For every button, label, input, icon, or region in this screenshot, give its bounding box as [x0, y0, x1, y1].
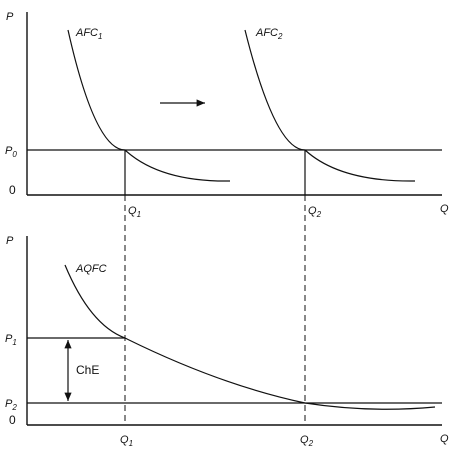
- q2-label: Q2: [300, 434, 314, 448]
- origin: 0: [9, 413, 16, 427]
- p1-label: P1: [5, 333, 17, 347]
- x-axis-label: Q: [440, 433, 449, 445]
- afc2-label: AFC2: [255, 27, 283, 41]
- afc1-label: AFC1: [75, 27, 102, 41]
- origin: 0: [9, 183, 16, 197]
- y-axis-label: P: [6, 235, 14, 247]
- aqfc-curve: [64, 264, 436, 410]
- afc1-curve: [67, 29, 231, 182]
- q1-label: Q1: [120, 434, 133, 448]
- y-axis-label: P: [6, 11, 14, 23]
- q2-label: Q2: [308, 205, 322, 219]
- difference-label: ChE: [76, 363, 99, 377]
- aqfc-label: AQFC: [75, 263, 107, 275]
- x-axis-label: Q: [440, 203, 449, 215]
- p2-label: P2: [5, 398, 17, 412]
- p0-label: P0: [5, 145, 17, 159]
- afc2-curve: [244, 29, 416, 182]
- q1-label: Q1: [128, 205, 141, 219]
